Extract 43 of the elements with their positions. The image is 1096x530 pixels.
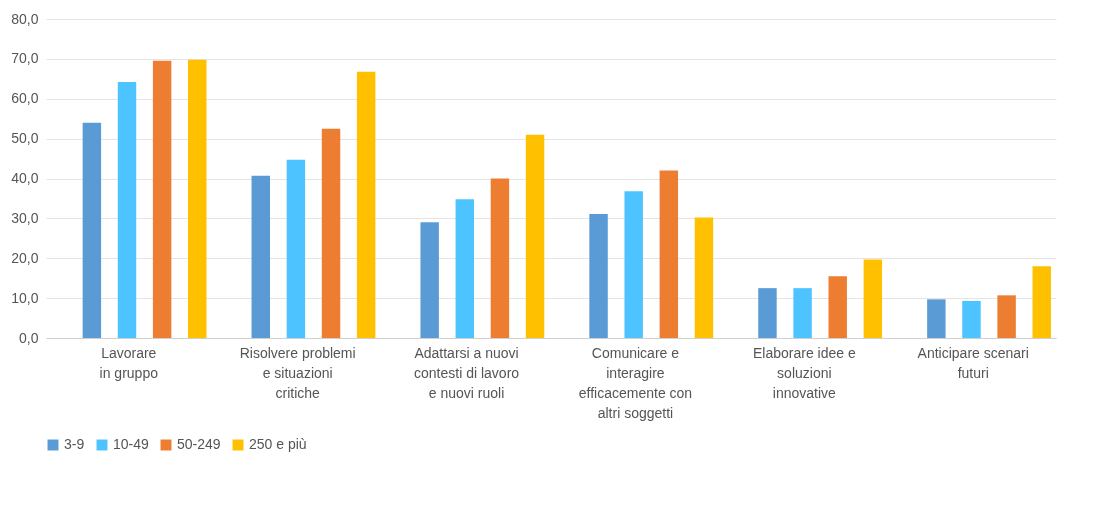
bar [793, 288, 812, 338]
bar [82, 122, 102, 338]
bar [863, 259, 883, 338]
bar [1032, 266, 1051, 338]
x-tick-label: Anticipare scenari futuri [917, 344, 1029, 381]
y-tick-label: 0,0 [19, 329, 39, 346]
bar [927, 299, 946, 338]
bar [286, 159, 306, 338]
x-tick-label: Lavorare in gruppo [99, 344, 159, 381]
bar [525, 134, 545, 338]
bar [624, 191, 643, 338]
bar [356, 71, 376, 338]
y-tick-label: 30,0 [11, 209, 39, 226]
bar [251, 175, 270, 338]
bar [589, 213, 608, 338]
bar [490, 178, 510, 338]
bar [997, 295, 1016, 338]
bar [758, 288, 777, 338]
y-tick-label: 80,0 [11, 10, 39, 27]
bar [694, 217, 714, 338]
y-tick-label: 20,0 [11, 249, 39, 266]
bar [828, 276, 847, 338]
x-tick-label: Adattarsi a nuovi contesti di lavoro e nuovi ruoli [414, 344, 520, 401]
legend-label: 3-9 [64, 436, 85, 452]
bar [321, 128, 341, 338]
y-tick-label: 60,0 [11, 90, 39, 107]
legend-label: 10-49 [113, 436, 150, 452]
x-tick-label: Risolvere problemi e situazioni critiche [239, 344, 356, 401]
bar [117, 82, 137, 338]
bar [152, 60, 172, 338]
y-tick-label: 40,0 [11, 170, 39, 186]
bar [659, 170, 679, 338]
x-tick-label: Comunicare e interagire efficacemente con altri soggetti [578, 344, 693, 421]
bar [188, 59, 207, 338]
legend-label: 250 e più [249, 436, 307, 452]
bar [455, 199, 475, 338]
y-tick-label: 50,0 [11, 130, 39, 147]
legend-label: 50-249 [177, 436, 221, 452]
y-tick-label: 10,0 [11, 289, 39, 306]
y-tick-label: 70,0 [11, 50, 39, 67]
x-tick-label: Elaborare idee e soluzioni innovative [752, 344, 856, 401]
bar [420, 222, 439, 338]
bar [962, 300, 981, 338]
